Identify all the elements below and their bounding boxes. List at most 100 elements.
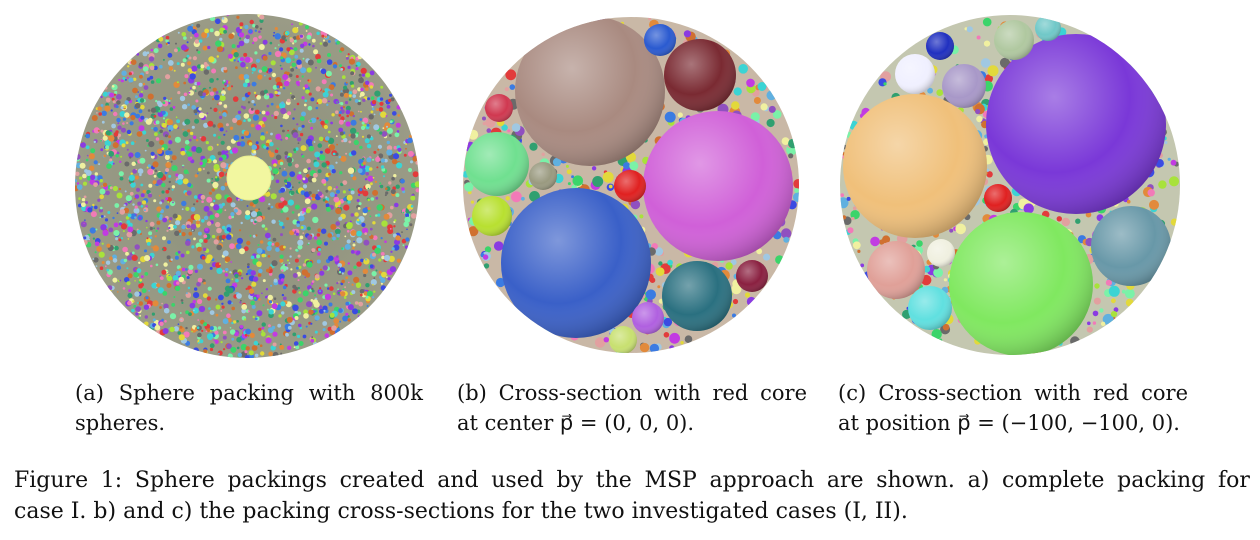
- packing-sphere: [245, 328, 252, 335]
- packing-sphere: [395, 193, 400, 198]
- packing-sphere: [326, 206, 331, 212]
- packing-sphere: [178, 276, 185, 283]
- packing-sphere: [380, 165, 385, 169]
- packing-sphere: [237, 198, 240, 201]
- packing-sphere: [323, 41, 328, 47]
- packing-sphere: [353, 265, 357, 269]
- packing-sphere: [360, 76, 363, 79]
- packing-sphere: [114, 90, 118, 95]
- packing-sphere: [200, 194, 206, 200]
- packing-sphere: [345, 109, 351, 115]
- packing-sphere: [255, 234, 258, 237]
- packing-sphere: [184, 118, 191, 125]
- packing-sphere: [976, 115, 983, 123]
- packing-sphere: [183, 36, 187, 40]
- packing-sphere: [362, 190, 369, 197]
- packing-sphere: [227, 86, 232, 91]
- packing-sphere: [602, 171, 614, 183]
- packing-sphere: [181, 200, 187, 207]
- packing-sphere: [329, 286, 334, 291]
- packing-sphere: [1100, 321, 1106, 326]
- packing-sphere: [145, 118, 152, 125]
- packing-sphere: [130, 141, 135, 145]
- packing-sphere: [302, 86, 306, 90]
- packing-sphere: [181, 267, 186, 272]
- packing-sphere: [276, 105, 280, 109]
- packing-sphere: [169, 200, 176, 207]
- packing-sphere: [191, 330, 193, 333]
- packing-sphere: [375, 214, 378, 217]
- packing-sphere: [346, 194, 353, 201]
- packing-sphere: [330, 223, 337, 230]
- packing-sphere: [407, 137, 413, 144]
- packing-sphere: [171, 165, 178, 172]
- packing-sphere: [152, 300, 159, 307]
- packing-sphere: [338, 216, 343, 221]
- packing-sphere: [159, 64, 163, 69]
- packing-sphere: [766, 118, 775, 128]
- packing-sphere: [292, 273, 298, 278]
- packing-sphere: [221, 234, 226, 239]
- packing-sphere: [233, 52, 239, 58]
- packing-sphere: [156, 283, 160, 288]
- packing-sphere: [333, 318, 340, 324]
- packing-sphere: [197, 263, 203, 270]
- packing-sphere: [327, 233, 332, 238]
- packing-sphere: [117, 122, 120, 125]
- packing-sphere: [319, 290, 321, 293]
- packing-sphere: [321, 98, 328, 104]
- sphere-packing-image: [75, 8, 425, 368]
- packing-sphere: [218, 111, 221, 114]
- packing-sphere: [211, 188, 215, 192]
- packing-sphere: [330, 93, 334, 97]
- packing-sphere: [304, 276, 307, 279]
- packing-sphere: [270, 284, 273, 287]
- packing-sphere: [138, 317, 141, 319]
- packing-sphere: [280, 107, 287, 115]
- packing-sphere: [415, 188, 419, 193]
- packing-sphere: [203, 122, 209, 128]
- packing-sphere: [168, 226, 171, 230]
- packing-sphere: [501, 124, 508, 131]
- packing-sphere: [124, 161, 130, 167]
- packing-sphere: [162, 236, 166, 241]
- packing-sphere: [301, 96, 305, 100]
- packing-sphere: [213, 159, 217, 164]
- packing-sphere: [1108, 285, 1120, 297]
- packing-sphere: [347, 304, 354, 311]
- packing-sphere: [405, 147, 407, 150]
- packing-sphere: [296, 59, 302, 65]
- packing-sphere: [1070, 336, 1080, 346]
- packing-sphere: [100, 139, 103, 142]
- packing-sphere: [181, 208, 184, 211]
- packing-sphere: [384, 158, 388, 163]
- packing-sphere: [122, 77, 126, 80]
- packing-sphere: [393, 145, 398, 150]
- packing-sphere: [197, 298, 203, 305]
- packing-sphere: [255, 124, 262, 131]
- packing-sphere: [338, 308, 343, 313]
- packing-sphere: [254, 353, 259, 358]
- packing-sphere: [148, 289, 150, 292]
- packing-sphere: [218, 115, 223, 120]
- packing-sphere: [243, 37, 250, 44]
- packing-sphere: [282, 74, 289, 80]
- packing-sphere: [350, 174, 354, 178]
- packing-sphere: [295, 345, 300, 350]
- large-sphere: [485, 94, 513, 122]
- packing-sphere: [166, 119, 173, 126]
- packing-sphere: [319, 42, 323, 45]
- packing-sphere: [375, 269, 378, 272]
- packing-sphere: [222, 335, 227, 340]
- packing-sphere: [504, 87, 509, 92]
- packing-sphere: [975, 108, 981, 115]
- packing-sphere: [372, 107, 375, 111]
- packing-sphere: [196, 81, 201, 86]
- packing-sphere: [238, 229, 242, 232]
- packing-sphere: [1094, 283, 1100, 289]
- packing-sphere: [120, 106, 124, 110]
- packing-sphere: [229, 271, 232, 274]
- packing-sphere: [140, 90, 143, 93]
- packing-sphere: [345, 301, 350, 306]
- packing-sphere: [134, 291, 140, 297]
